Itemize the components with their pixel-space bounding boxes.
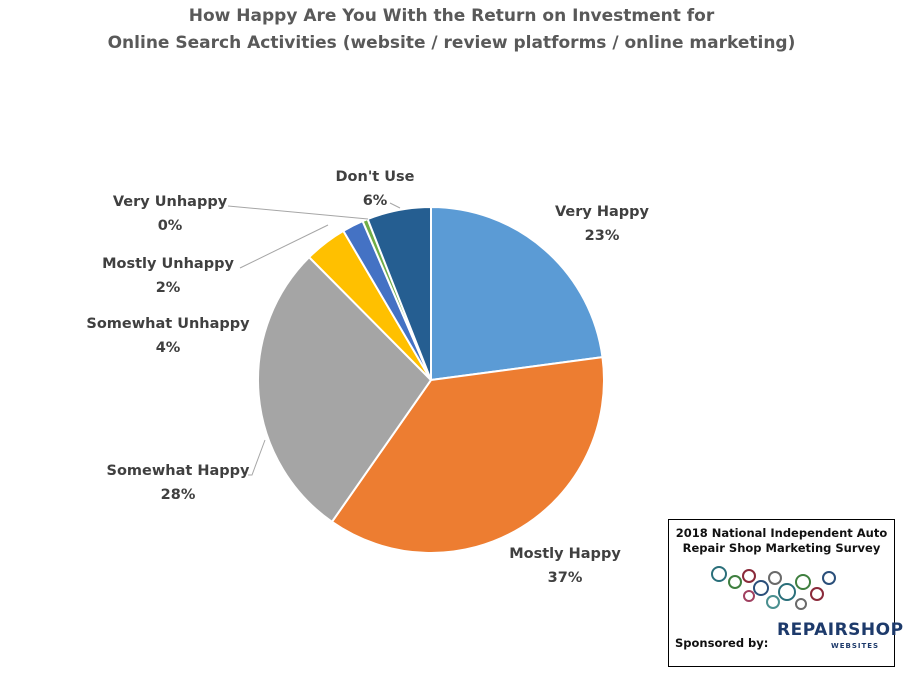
slice-percent: 23%: [585, 228, 620, 244]
badge-title-line-1: 2018 National Independent Auto: [675, 526, 888, 540]
slice-percent: 4%: [156, 340, 181, 356]
slice-percent: 0%: [158, 218, 183, 234]
pie-slice-somewhat-happy: [257, 255, 433, 524]
slice-label: Very Happy: [555, 204, 650, 220]
slice-percent: 6%: [363, 193, 388, 209]
slice-percent: 2%: [156, 280, 181, 296]
survey-badge: 2018 National Independent Auto Repair Sh…: [668, 519, 903, 667]
slice-percent: 28%: [161, 487, 196, 503]
leader-line: [227, 205, 369, 220]
gears-icon: [711, 566, 836, 610]
leader-line: [239, 224, 329, 269]
slice-label: Mostly Happy: [509, 546, 621, 562]
slice-label: Somewhat Happy: [107, 463, 251, 479]
leader-line: [389, 202, 401, 209]
chart-title-line-2: Online Search Activities (website / revi…: [107, 33, 796, 53]
pie-slice-very-happy: [430, 205, 604, 382]
chart-title-line-1: How Happy Are You With the Return on Inv…: [188, 6, 715, 26]
badge-title: 2018 National Independent Auto Repair Sh…: [669, 526, 894, 556]
brand-subtitle: WEBSITES: [831, 642, 880, 650]
slice-label: Don't Use: [336, 169, 415, 185]
leader-line: [248, 439, 266, 476]
brand-logo: REPAIRSHOP: [777, 620, 903, 640]
badge-title-line-2: Repair Shop Marketing Survey: [682, 541, 881, 555]
slice-percent: 37%: [548, 570, 583, 586]
slice-label: Mostly Unhappy: [102, 256, 234, 272]
slice-label: Somewhat Unhappy: [86, 316, 250, 332]
sponsor-label: Sponsored by:: [675, 636, 769, 650]
pie-slice-mostly-happy: [330, 355, 605, 554]
slice-label: Very Unhappy: [113, 194, 228, 210]
